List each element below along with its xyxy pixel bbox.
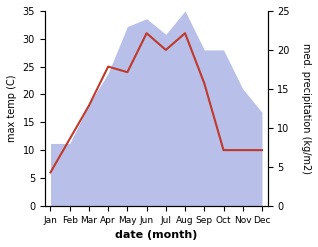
Y-axis label: med. precipitation (kg/m2): med. precipitation (kg/m2) <box>301 43 311 174</box>
Y-axis label: max temp (C): max temp (C) <box>7 75 17 142</box>
X-axis label: date (month): date (month) <box>115 230 197 240</box>
